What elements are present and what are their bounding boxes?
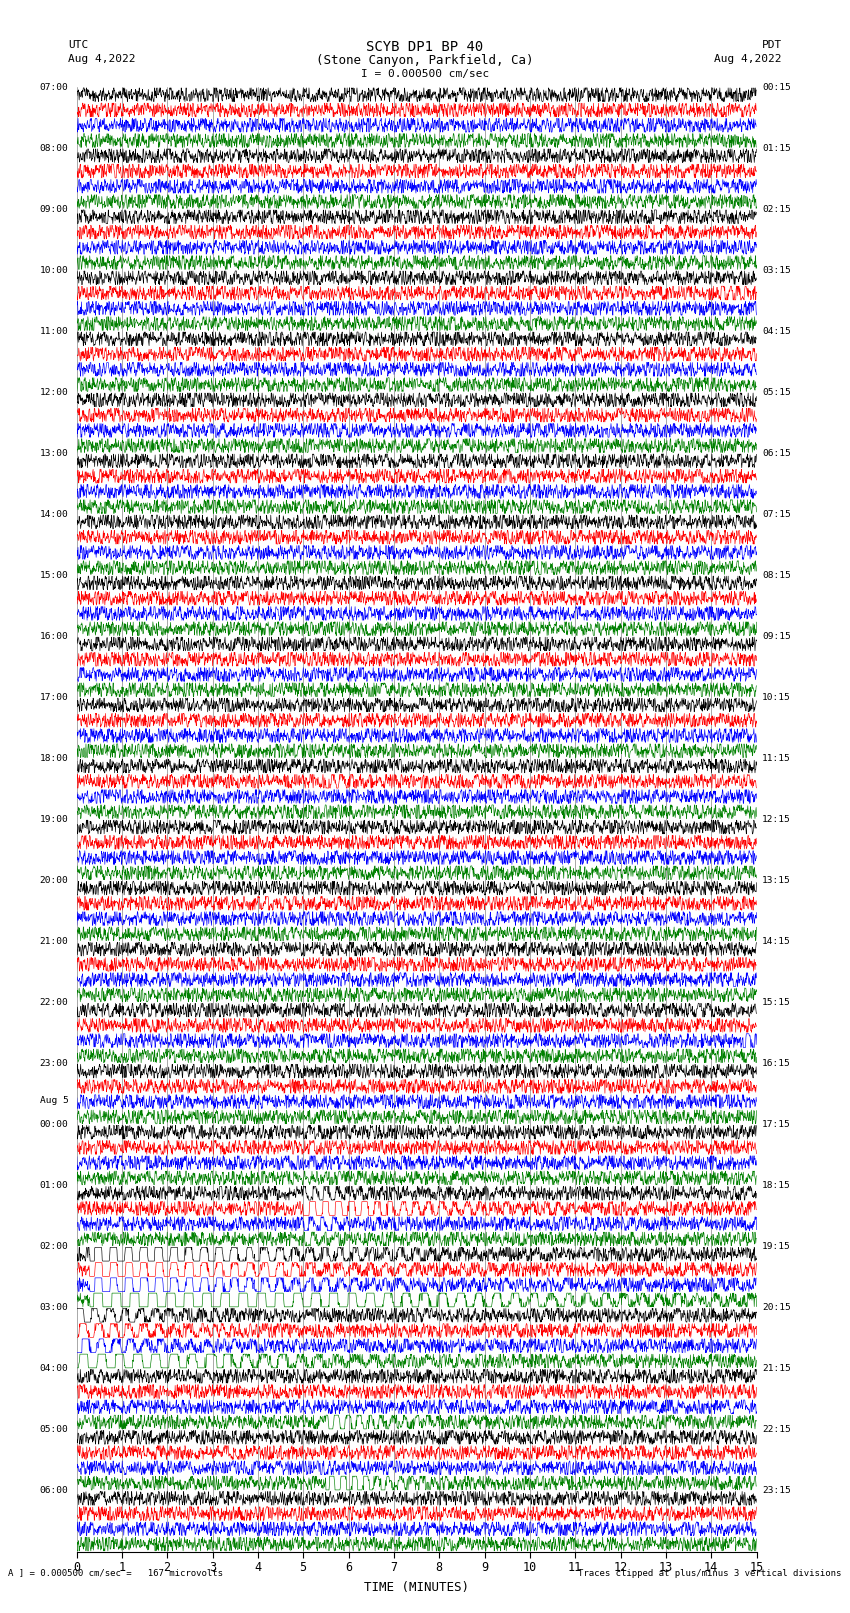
Text: 19:15: 19:15 [762, 1242, 790, 1252]
Text: 05:15: 05:15 [762, 387, 790, 397]
Text: 23:15: 23:15 [762, 1486, 790, 1495]
Text: 21:15: 21:15 [762, 1365, 790, 1373]
Text: 00:00: 00:00 [40, 1119, 68, 1129]
Text: 01:00: 01:00 [40, 1181, 68, 1190]
Text: Aug 4,2022: Aug 4,2022 [715, 53, 782, 65]
Text: 13:00: 13:00 [40, 448, 68, 458]
Text: 05:00: 05:00 [40, 1426, 68, 1434]
Text: 06:00: 06:00 [40, 1486, 68, 1495]
Text: Aug 5: Aug 5 [40, 1095, 68, 1105]
Text: 10:00: 10:00 [40, 266, 68, 274]
Text: 15:00: 15:00 [40, 571, 68, 579]
Text: UTC: UTC [68, 39, 88, 50]
Text: 02:15: 02:15 [762, 205, 790, 213]
Text: 10:15: 10:15 [762, 694, 790, 702]
Text: 18:00: 18:00 [40, 753, 68, 763]
Text: 20:15: 20:15 [762, 1303, 790, 1311]
Text: 07:00: 07:00 [40, 82, 68, 92]
Text: 15:15: 15:15 [762, 998, 790, 1007]
Text: 16:00: 16:00 [40, 632, 68, 640]
Text: I = 0.000500 cm/sec: I = 0.000500 cm/sec [361, 69, 489, 79]
Text: 00:15: 00:15 [762, 82, 790, 92]
Text: 17:00: 17:00 [40, 694, 68, 702]
Text: 11:15: 11:15 [762, 753, 790, 763]
Text: 16:15: 16:15 [762, 1060, 790, 1068]
Text: 04:00: 04:00 [40, 1365, 68, 1373]
Text: 12:15: 12:15 [762, 815, 790, 824]
X-axis label: TIME (MINUTES): TIME (MINUTES) [364, 1581, 469, 1594]
Text: 07:15: 07:15 [762, 510, 790, 519]
Text: 22:00: 22:00 [40, 998, 68, 1007]
Text: 03:15: 03:15 [762, 266, 790, 274]
Text: 13:15: 13:15 [762, 876, 790, 886]
Text: 18:15: 18:15 [762, 1181, 790, 1190]
Text: 08:15: 08:15 [762, 571, 790, 579]
Text: (Stone Canyon, Parkfield, Ca): (Stone Canyon, Parkfield, Ca) [316, 53, 534, 68]
Text: 06:15: 06:15 [762, 448, 790, 458]
Text: PDT: PDT [762, 39, 782, 50]
Text: 02:00: 02:00 [40, 1242, 68, 1252]
Text: 01:15: 01:15 [762, 144, 790, 153]
Text: 20:00: 20:00 [40, 876, 68, 886]
Text: 12:00: 12:00 [40, 387, 68, 397]
Text: 14:15: 14:15 [762, 937, 790, 945]
Text: 08:00: 08:00 [40, 144, 68, 153]
Text: 04:15: 04:15 [762, 327, 790, 336]
Text: 19:00: 19:00 [40, 815, 68, 824]
Text: 17:15: 17:15 [762, 1119, 790, 1129]
Text: 23:00: 23:00 [40, 1060, 68, 1068]
Text: 22:15: 22:15 [762, 1426, 790, 1434]
Text: 09:15: 09:15 [762, 632, 790, 640]
Text: 11:00: 11:00 [40, 327, 68, 336]
Text: 14:00: 14:00 [40, 510, 68, 519]
Text: Aug 4,2022: Aug 4,2022 [68, 53, 135, 65]
Text: 21:00: 21:00 [40, 937, 68, 945]
Text: A ] = 0.000500 cm/sec =   167 microvolts: A ] = 0.000500 cm/sec = 167 microvolts [8, 1568, 224, 1578]
Text: 03:00: 03:00 [40, 1303, 68, 1311]
Text: Traces clipped at plus/minus 3 vertical divisions: Traces clipped at plus/minus 3 vertical … [578, 1568, 842, 1578]
Text: SCYB DP1 BP 40: SCYB DP1 BP 40 [366, 39, 484, 53]
Text: 09:00: 09:00 [40, 205, 68, 213]
